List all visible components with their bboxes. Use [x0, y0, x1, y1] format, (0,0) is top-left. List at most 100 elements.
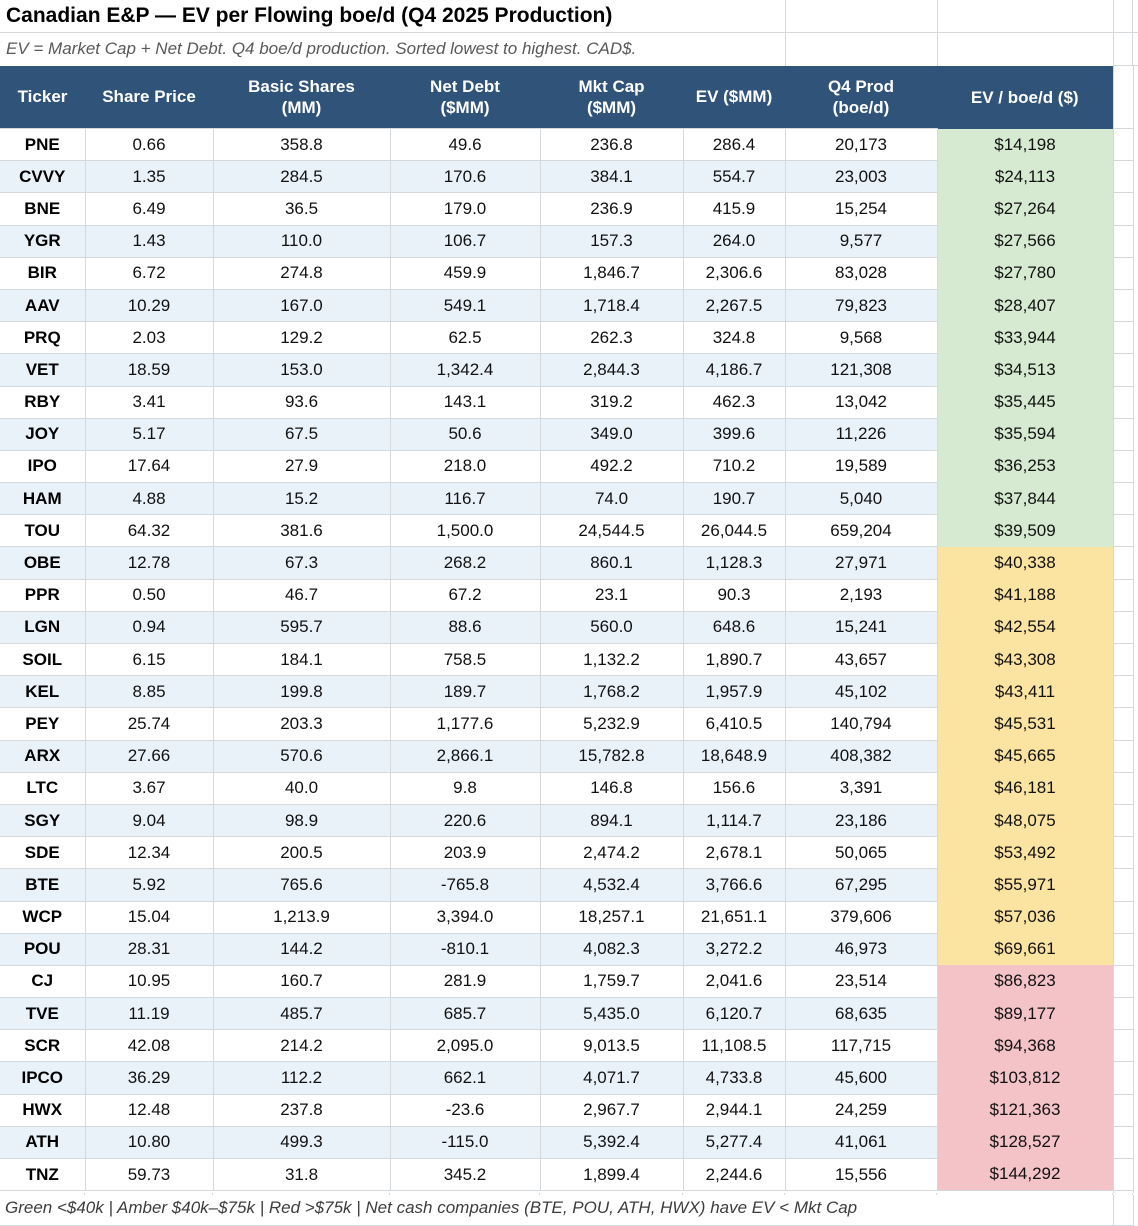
cell-ev[interactable]: 462.3 [682, 385, 786, 419]
cell-ev-per-boed[interactable]: $14,198 [936, 128, 1114, 161]
cell-ev-per-boed[interactable]: $43,308 [936, 643, 1114, 676]
cell-share-price[interactable]: 5.17 [84, 417, 214, 451]
cell-q4-prod[interactable]: 379,606 [784, 900, 938, 934]
cell-ticker[interactable]: CJ [0, 964, 86, 999]
cell-basic-shares[interactable]: 153.0 [212, 353, 391, 387]
cell-ev[interactable]: 648.6 [682, 610, 786, 645]
cell-q4-prod[interactable]: 11,226 [784, 417, 938, 451]
cell-basic-shares[interactable]: 31.8 [212, 1157, 391, 1192]
cell-basic-shares[interactable]: 765.6 [212, 868, 391, 902]
cell-basic-shares[interactable]: 284.5 [212, 160, 391, 194]
cell-ticker[interactable]: OBE [0, 546, 86, 580]
cell-q4-prod[interactable]: 41,061 [784, 1125, 938, 1160]
cell-q4-prod[interactable]: 2,193 [784, 578, 938, 612]
cell-net-debt[interactable]: -23.6 [389, 1093, 541, 1127]
cell-q4-prod[interactable]: 50,065 [784, 836, 938, 870]
empty-cell[interactable] [1112, 739, 1134, 773]
cell-share-price[interactable]: 4.88 [84, 482, 214, 516]
cell-mkt-cap[interactable]: 319.2 [539, 385, 684, 419]
cell-net-debt[interactable]: 50.6 [389, 417, 541, 451]
cell-net-debt[interactable]: 67.2 [389, 578, 541, 612]
cell-ticker[interactable]: ARX [0, 739, 86, 773]
cell-ticker[interactable]: POU [0, 932, 86, 966]
cell-mkt-cap[interactable]: 1,718.4 [539, 288, 684, 323]
empty-column-header[interactable] [1112, 66, 1134, 129]
empty-cell[interactable] [1112, 321, 1134, 355]
cell-ev-per-boed[interactable]: $57,036 [936, 901, 1114, 934]
cell-mkt-cap[interactable]: 1,846.7 [539, 256, 684, 290]
cell-mkt-cap[interactable]: 236.9 [539, 192, 684, 226]
cell-ticker[interactable]: CVVY [0, 160, 86, 194]
cell-ev[interactable]: 21,651.1 [682, 900, 786, 934]
cell-ticker[interactable]: HWX [0, 1093, 86, 1127]
cell-mkt-cap[interactable]: 1,899.4 [539, 1157, 684, 1192]
cell-ev[interactable]: 2,244.6 [682, 1157, 786, 1192]
cell-ev-per-boed[interactable]: $41,188 [936, 579, 1114, 612]
cell-net-debt[interactable]: 49.6 [389, 127, 541, 162]
column-header-q4-prod[interactable]: Q4 Prod (boe/d) [785, 66, 937, 129]
cell-basic-shares[interactable]: 237.8 [212, 1093, 391, 1127]
cell-net-debt[interactable]: 218.0 [389, 449, 541, 484]
cell-ev-per-boed[interactable]: $89,177 [936, 997, 1114, 1030]
cell-q4-prod[interactable]: 140,794 [784, 707, 938, 741]
cell-share-price[interactable]: 15.04 [84, 900, 214, 934]
cell-ev[interactable]: 324.8 [682, 321, 786, 355]
cell-ticker[interactable]: AAV [0, 288, 86, 323]
cell-ev-per-boed[interactable]: $103,812 [936, 1061, 1114, 1095]
cell-mkt-cap[interactable]: 860.1 [539, 546, 684, 580]
cell-mkt-cap[interactable]: 23.1 [539, 578, 684, 612]
cell-share-price[interactable]: 12.34 [84, 836, 214, 870]
cell-share-price[interactable]: 10.29 [84, 288, 214, 323]
cell-share-price[interactable]: 11.19 [84, 997, 214, 1031]
cell-mkt-cap[interactable]: 9,013.5 [539, 1029, 684, 1063]
empty-cell[interactable] [1112, 1029, 1134, 1063]
cell-basic-shares[interactable]: 167.0 [212, 288, 391, 323]
cell-ev-per-boed[interactable]: $35,594 [936, 418, 1114, 451]
cell-ev[interactable]: 2,041.6 [682, 964, 786, 999]
cell-share-price[interactable]: 18.59 [84, 353, 214, 387]
cell-share-price[interactable]: 59.73 [84, 1157, 214, 1192]
empty-cell[interactable] [1112, 385, 1134, 419]
cell-share-price[interactable]: 3.41 [84, 385, 214, 419]
cell-basic-shares[interactable]: 203.3 [212, 707, 391, 741]
cell-ticker[interactable]: IPO [0, 449, 86, 484]
empty-cell[interactable] [1112, 836, 1134, 870]
cell-ticker[interactable]: YGR [0, 224, 86, 258]
cell-ticker[interactable]: HAM [0, 482, 86, 516]
cell-q4-prod[interactable]: 15,254 [784, 192, 938, 226]
cell-ev-per-boed[interactable]: $39,509 [936, 514, 1114, 547]
page-subtitle[interactable]: EV = Market Cap + Net Debt. Q4 boe/d pro… [6, 39, 637, 58]
column-header-ticker[interactable]: Ticker [0, 66, 85, 129]
cell-net-debt[interactable]: 220.6 [389, 803, 541, 838]
cell-share-price[interactable]: 1.35 [84, 160, 214, 194]
cell-ev[interactable]: 264.0 [682, 224, 786, 258]
cell-share-price[interactable]: 42.08 [84, 1029, 214, 1063]
cell-mkt-cap[interactable]: 4,071.7 [539, 1061, 684, 1095]
cell-q4-prod[interactable]: 23,514 [784, 964, 938, 999]
cell-ticker[interactable]: TOU [0, 514, 86, 548]
cell-q4-prod[interactable]: 3,391 [784, 771, 938, 805]
cell-ticker[interactable]: RBY [0, 385, 86, 419]
cell-ticker[interactable]: KEL [0, 675, 86, 709]
empty-cell[interactable] [1112, 675, 1134, 709]
empty-cell[interactable] [1112, 900, 1134, 934]
cell-mkt-cap[interactable]: 560.0 [539, 610, 684, 645]
cell-mkt-cap[interactable]: 2,474.2 [539, 836, 684, 870]
empty-cell[interactable] [1112, 256, 1134, 290]
cell-q4-prod[interactable]: 83,028 [784, 256, 938, 290]
cell-share-price[interactable]: 17.64 [84, 449, 214, 484]
cell-ev-per-boed[interactable]: $43,411 [936, 675, 1114, 708]
cell-mkt-cap[interactable]: 24,544.5 [539, 514, 684, 548]
cell-ev[interactable]: 3,766.6 [682, 868, 786, 902]
cell-ev-per-boed[interactable]: $121,363 [936, 1094, 1114, 1127]
cell-share-price[interactable]: 9.04 [84, 803, 214, 838]
cell-net-debt[interactable]: 143.1 [389, 385, 541, 419]
empty-cell[interactable] [1112, 707, 1134, 741]
cell-net-debt[interactable]: 2,866.1 [389, 739, 541, 773]
cell-share-price[interactable]: 28.31 [84, 932, 214, 966]
cell-basic-shares[interactable]: 110.0 [212, 224, 391, 258]
cell-net-debt[interactable]: 2,095.0 [389, 1029, 541, 1063]
cell-basic-shares[interactable]: 40.0 [212, 771, 391, 805]
cell-ev[interactable]: 399.6 [682, 417, 786, 451]
cell-basic-shares[interactable]: 93.6 [212, 385, 391, 419]
